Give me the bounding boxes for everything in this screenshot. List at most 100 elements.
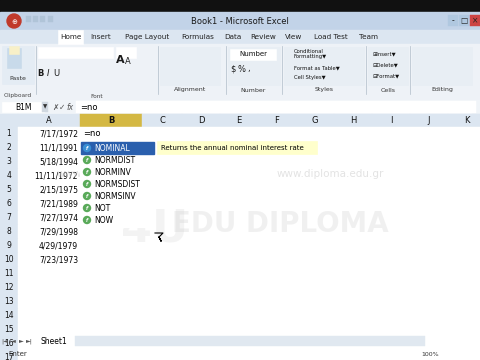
Bar [228, 47, 280, 85]
Text: A: A [125, 57, 131, 66]
Text: f: f [86, 146, 88, 151]
Bar [142, 114, 182, 127]
Bar [0, 183, 18, 197]
Bar [284, 47, 364, 85]
Bar [296, 323, 334, 337]
Bar [334, 281, 372, 295]
Bar [0, 127, 18, 141]
Bar [230, 49, 276, 60]
Bar [448, 127, 480, 141]
Bar [80, 253, 142, 267]
Bar [157, 141, 317, 154]
Text: 7: 7 [7, 213, 12, 222]
Text: Team: Team [359, 34, 378, 40]
Bar [18, 337, 80, 351]
Bar [220, 309, 258, 323]
Text: B1M: B1M [15, 103, 31, 112]
Bar [334, 337, 372, 351]
Bar [296, 253, 334, 267]
Text: H: H [350, 116, 356, 125]
Bar [220, 253, 258, 267]
Text: Page Layout: Page Layout [125, 34, 169, 40]
Bar [182, 281, 220, 295]
Text: Number: Number [240, 87, 266, 93]
Bar [182, 309, 220, 323]
Bar [0, 114, 480, 360]
Bar [258, 239, 296, 253]
Bar [334, 211, 372, 225]
Bar [9, 46, 19, 54]
Bar [334, 253, 372, 267]
Bar [38, 47, 113, 58]
Bar [0, 239, 18, 253]
Bar [296, 337, 334, 351]
Bar [372, 114, 410, 127]
Bar [448, 183, 480, 197]
Text: ✗: ✗ [52, 103, 58, 112]
Bar [182, 211, 220, 225]
Bar [160, 47, 220, 85]
Text: fx: fx [66, 103, 73, 112]
Bar [18, 211, 80, 225]
Text: K: K [464, 116, 470, 125]
Text: C: C [159, 116, 165, 125]
Bar [18, 351, 80, 360]
Bar [296, 351, 334, 360]
Bar [0, 0, 480, 12]
Text: 100%: 100% [421, 351, 439, 356]
Bar [142, 183, 182, 197]
Text: Returns the annual nominal interest rate: Returns the annual nominal interest rate [161, 145, 304, 151]
Bar [182, 155, 220, 169]
Text: 4: 4 [7, 171, 12, 180]
Circle shape [84, 168, 91, 175]
Bar [0, 114, 18, 127]
Bar [142, 281, 182, 295]
Bar [258, 197, 296, 211]
Bar [42, 102, 48, 112]
Text: f: f [86, 218, 88, 223]
Bar [258, 295, 296, 309]
Bar [410, 155, 448, 169]
Bar [116, 47, 136, 58]
Bar [142, 239, 182, 253]
Bar [18, 141, 80, 155]
Text: =no: =no [83, 130, 100, 139]
Bar [182, 323, 220, 337]
Bar [470, 15, 480, 26]
Text: □: □ [460, 16, 468, 25]
Bar [296, 281, 334, 295]
Text: NORMDIST: NORMDIST [94, 156, 135, 165]
Bar [182, 127, 220, 141]
Bar [142, 295, 182, 309]
Bar [0, 100, 480, 114]
Bar [410, 253, 448, 267]
Bar [296, 197, 334, 211]
Bar [296, 309, 334, 323]
Bar [220, 127, 258, 141]
Bar [410, 323, 448, 337]
Bar [80, 295, 142, 309]
Bar [182, 169, 220, 183]
Text: Book1 - Microsoft Excel: Book1 - Microsoft Excel [191, 17, 289, 26]
Bar [410, 114, 448, 127]
Text: View: View [286, 34, 302, 40]
Bar [258, 211, 296, 225]
Bar [372, 141, 410, 155]
Bar [368, 47, 408, 85]
Bar [18, 127, 80, 141]
Text: ►: ► [19, 338, 24, 343]
Bar [182, 114, 220, 127]
Bar [18, 114, 80, 127]
Text: Formulas: Formulas [181, 34, 215, 40]
Bar [0, 155, 18, 169]
Bar [220, 169, 258, 183]
Bar [80, 127, 142, 141]
Text: ▼: ▼ [43, 104, 47, 109]
Text: NORMSINV: NORMSINV [94, 192, 136, 201]
Bar [142, 309, 182, 323]
Bar [0, 169, 18, 183]
Text: 9: 9 [7, 242, 12, 251]
Bar [48, 16, 53, 22]
Text: 11/1/1991: 11/1/1991 [39, 144, 78, 153]
Bar [0, 225, 18, 239]
